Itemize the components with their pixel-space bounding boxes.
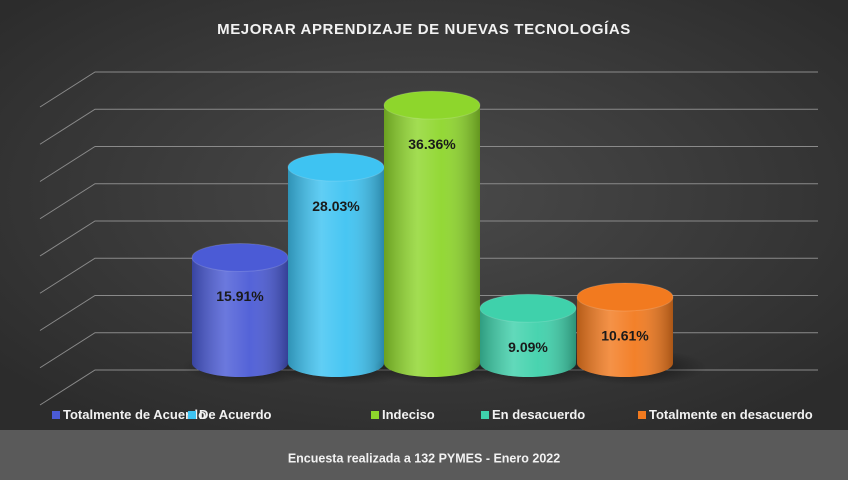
bar-top: [191, 242, 289, 272]
legend-swatch: [188, 411, 196, 419]
bar-shading: [577, 296, 673, 377]
bar-shading: [480, 308, 576, 377]
legend-swatch: [638, 411, 646, 419]
data-label: 36.36%: [408, 136, 456, 152]
data-label: 15.91%: [216, 288, 264, 304]
legend-label: Totalmente en desacuerdo: [649, 407, 813, 422]
grid-line: [39, 183, 818, 220]
grid-line: [39, 257, 818, 294]
legend-label: Totalmente de Acuerdo: [63, 407, 206, 422]
caption: Encuesta realizada a 132 PYMES - Enero 2…: [288, 451, 560, 465]
footer-band: [0, 430, 848, 480]
bar-top: [383, 90, 481, 120]
data-label: 10.61%: [601, 328, 649, 344]
legend-swatch: [52, 411, 60, 419]
grid-line: [39, 220, 818, 257]
bar-shading: [192, 257, 288, 377]
data-label: 9.09%: [508, 339, 548, 355]
grid-line: [39, 146, 818, 182]
grid-line: [39, 295, 818, 331]
bar-top: [287, 152, 385, 182]
grid-line: [39, 108, 818, 145]
legend-label: En desacuerdo: [492, 407, 585, 422]
grid-line: [39, 71, 818, 108]
bar-top: [479, 293, 577, 323]
legend-swatch: [371, 411, 379, 419]
bar-shading: [384, 105, 480, 378]
data-label: 28.03%: [312, 198, 360, 214]
chart-title: MEJORAR APRENDIZAJE DE NUEVAS TECNOLOGÍA…: [217, 21, 631, 38]
legend-label: De Acuerdo: [199, 407, 272, 422]
legend-label: Indeciso: [382, 407, 435, 422]
legend-swatch: [481, 411, 489, 419]
bar-top: [576, 282, 674, 312]
bar-shading: [288, 167, 384, 377]
